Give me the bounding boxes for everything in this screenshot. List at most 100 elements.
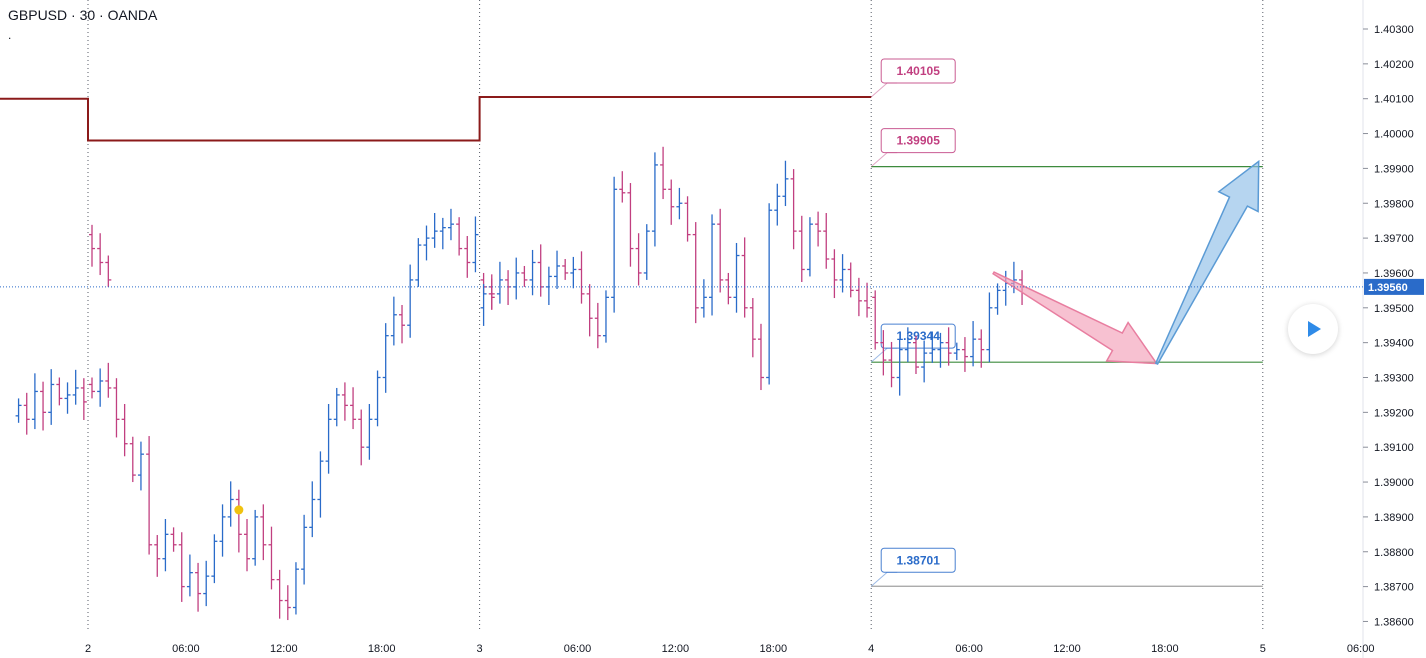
price-tick-label: 1.39500 — [1374, 303, 1414, 315]
ohlc-bar — [790, 169, 797, 250]
ohlc-bar — [782, 160, 789, 207]
ohlc-bar — [105, 362, 112, 398]
ohlc-bar — [480, 284, 487, 326]
ohlc-bar — [227, 481, 234, 527]
ohlc-bar — [978, 329, 985, 368]
price-tick-label: 1.40100 — [1374, 94, 1414, 106]
ohlc-bar — [105, 255, 112, 287]
price-level-label: 1.39905 — [897, 134, 941, 148]
ohlc-bar — [390, 296, 397, 346]
event-marker-dot[interactable] — [234, 505, 244, 515]
ohlc-bar — [178, 532, 185, 602]
ohlc-bar — [301, 514, 308, 585]
time-tick-label: 12:00 — [270, 643, 298, 655]
ohlc-bar — [186, 554, 193, 597]
ohlc-bar — [961, 337, 968, 372]
ohlc-bar — [431, 213, 438, 248]
ohlc-bar — [904, 327, 911, 363]
ohlc-bar — [831, 249, 838, 299]
ohlc-bar — [684, 196, 691, 242]
ohlc-bar — [847, 262, 854, 298]
ohlc-bar — [170, 527, 177, 552]
time-day-label: 4 — [868, 643, 874, 655]
ohlc-bar — [129, 436, 136, 483]
ohlc-bar — [366, 403, 373, 460]
ohlc-bar — [619, 171, 626, 203]
price-tick-label: 1.39000 — [1374, 477, 1414, 489]
ohlc-bar — [252, 509, 259, 566]
event-marker[interactable] — [234, 505, 244, 515]
ohlc-bar — [260, 504, 267, 561]
ohlc-bar — [545, 266, 552, 306]
ohlc-bar — [89, 377, 95, 399]
time-tick-label: 06:00 — [172, 643, 200, 655]
ohlc-bar — [921, 340, 928, 383]
ohlc-bar — [341, 382, 348, 421]
price-tick-label: 1.39900 — [1374, 163, 1414, 175]
ohlc-bar — [733, 242, 740, 313]
ohlc-bar — [986, 292, 993, 363]
ohlc-bar — [766, 203, 773, 385]
ohlc-bar — [994, 283, 1001, 315]
projection-arrows[interactable] — [992, 159, 1260, 365]
ohlc-bar — [896, 339, 903, 396]
price-axis: 1.40300 1.40200 1.40100 1.40000 1.39900 1.398… — [1362, 0, 1414, 658]
price-tick-label: 1.40000 — [1374, 129, 1414, 141]
price-tick-label: 1.39400 — [1374, 338, 1414, 350]
time-tick-label: 06:00 — [955, 643, 983, 655]
ohlc-bar — [162, 518, 169, 572]
ohlc-bar — [31, 373, 38, 430]
symbol-title[interactable]: GBPUSD · 30 · OANDA — [8, 7, 158, 23]
ohlc-bar — [823, 213, 830, 269]
price-level-box — [880, 547, 956, 573]
price-tick-label: 1.39100 — [1374, 442, 1414, 454]
ohlc-bar — [880, 330, 887, 376]
price-level-box — [880, 58, 956, 84]
price-level[interactable]: 1.40105 — [870, 58, 956, 98]
time-axis: 2 06:00 12:00 18:00 3 06:00 12:00 18:00 4 06:00 12… — [85, 643, 1375, 655]
ohlc-bar — [358, 409, 365, 466]
price-tick-label: 1.40200 — [1374, 59, 1414, 71]
ohlc-bar — [912, 335, 919, 375]
price-tick-label: 1.39300 — [1374, 373, 1414, 385]
ohlc-bar — [774, 183, 781, 226]
ohlc-bar — [611, 176, 618, 313]
day-separators — [87, 0, 1264, 632]
ohlc-bar — [276, 569, 283, 619]
ohlc-bar — [505, 270, 512, 306]
ohlc-bar — [872, 290, 879, 350]
ohlc-bar — [676, 187, 683, 220]
up-arrow[interactable] — [1154, 159, 1260, 365]
price-tick-label: 1.40300 — [1374, 24, 1414, 36]
ohlc-bar — [325, 403, 332, 474]
price-level[interactable]: 1.39344 — [870, 323, 1263, 363]
ohlc-bar — [464, 236, 471, 278]
ohlc-bar — [888, 341, 895, 388]
ohlc-bar — [309, 481, 316, 538]
ohlc-bar — [447, 208, 454, 241]
ohlc-bar — [333, 387, 340, 427]
time-tick-label: 18:00 — [760, 643, 788, 655]
ohlc-bar — [399, 305, 406, 344]
price-level-label: 1.40105 — [897, 64, 941, 78]
horizontal-levels[interactable]: 1.40105 1.39905 1.39344 1.38701 — [870, 58, 1263, 587]
price-tick-label: 1.39600 — [1374, 268, 1414, 280]
price-level[interactable]: 1.38701 — [870, 547, 1263, 587]
time-tick-label: 06:00 — [1347, 643, 1375, 655]
ohlc-bar — [953, 342, 960, 361]
ohlc-bar — [472, 216, 479, 273]
ohlc-bar — [586, 284, 593, 337]
price-level-label: 1.38701 — [897, 553, 941, 567]
replay-play-button[interactable] — [1288, 304, 1338, 354]
price-tick-label: 1.38900 — [1374, 512, 1414, 524]
ohlc-bars — [15, 146, 1026, 621]
price-tick-label: 1.39700 — [1374, 233, 1414, 245]
ohlc-bar — [407, 264, 414, 338]
price-level[interactable]: 1.39905 — [870, 128, 1263, 168]
down-arrow[interactable] — [992, 271, 1159, 365]
ohlc-bar — [15, 398, 22, 423]
ohlc-bar — [578, 251, 585, 304]
resistance-step-line — [0, 95, 872, 142]
time-tick-label: 12:00 — [1053, 643, 1081, 655]
